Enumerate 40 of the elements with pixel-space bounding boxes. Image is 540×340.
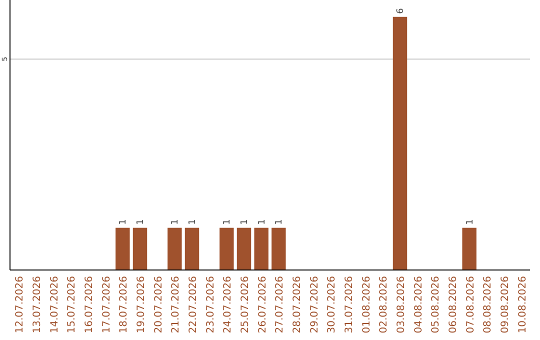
- x-tick-label: 17.07.2026: [101, 276, 112, 334]
- x-tick-label: 13.07.2026: [32, 276, 43, 334]
- x-tick-label: 01.08.2026: [361, 276, 372, 334]
- x-tick-label: 18.07.2026: [118, 276, 130, 334]
- data-label: 1: [170, 219, 181, 225]
- data-label: 1: [136, 219, 146, 225]
- x-tick-label: 07.08.2026: [465, 276, 476, 334]
- x-tick-label: 31.07.2026: [344, 276, 355, 334]
- data-label: 6: [396, 8, 406, 14]
- x-tick-label: 02.08.2026: [378, 276, 390, 334]
- x-tick-label: 24.07.2026: [222, 276, 234, 334]
- x-tick-label: 15.07.2026: [66, 276, 78, 334]
- data-label: 1: [118, 219, 129, 225]
- x-tick-label: 20.07.2026: [153, 276, 164, 334]
- x-tick-label: 06.08.2026: [448, 276, 459, 334]
- data-label: 1: [188, 219, 198, 225]
- x-tick-label: 23.07.2026: [205, 276, 216, 334]
- data-label: 1: [465, 219, 476, 225]
- x-tick-label: 27.07.2026: [274, 276, 286, 334]
- x-tick-label: 08.08.2026: [482, 276, 494, 334]
- x-tick-label: 21.07.2026: [170, 276, 182, 334]
- x-tick-label: 28.07.2026: [292, 276, 303, 334]
- x-tick-label: 09.08.2026: [500, 276, 511, 334]
- x-tick-label: 14.07.2026: [49, 276, 60, 334]
- x-tick-label: 05.08.2026: [430, 276, 442, 334]
- data-label: 1: [222, 219, 233, 225]
- data-label: 1: [274, 219, 285, 225]
- x-tick-label: 03.08.2026: [396, 276, 407, 334]
- x-tick-label: 22.07.2026: [188, 276, 199, 334]
- x-tick-label: 16.07.2026: [84, 276, 95, 334]
- data-label: 1: [257, 219, 268, 225]
- x-tick-label: 04.08.2026: [413, 276, 424, 334]
- x-tick-label: 30.07.2026: [326, 276, 338, 334]
- x-tick-label: 29.07.2026: [309, 276, 320, 334]
- x-tick-label: 25.07.2026: [240, 276, 251, 334]
- x-tick-label: 10.08.2026: [517, 276, 528, 334]
- data-label: 1: [240, 219, 250, 225]
- x-tick-label: 12.07.2026: [14, 276, 26, 334]
- x-tick-label: 19.07.2026: [136, 276, 147, 334]
- x-tick-label: 26.07.2026: [257, 276, 268, 334]
